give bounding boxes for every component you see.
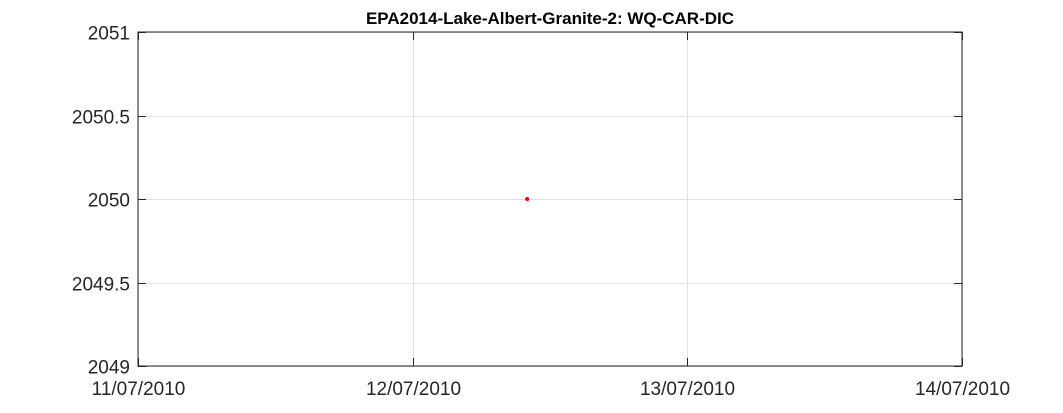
- grid: [138, 32, 963, 367]
- y-tick-label: 2049.5: [72, 275, 130, 296]
- data-point: [525, 197, 530, 201]
- chart-title: EPA2014-Lake-Albert-Granite-2: WQ-CAR-DI…: [366, 9, 734, 28]
- data-points: [525, 197, 530, 201]
- plot-area-frame: [137, 31, 963, 367]
- ticks: 11/07/2010 12/07/2010 13/07/2010 14/07/2010…: [72, 24, 1010, 401]
- y-tick-label: 2050.5: [72, 108, 130, 129]
- y-tick-label: 2050: [88, 191, 130, 212]
- x-tick-label: 13/07/2010: [640, 379, 735, 400]
- y-tick-label: 2051: [88, 24, 130, 45]
- x-tick-label: 12/07/2010: [366, 379, 461, 400]
- y-tick-label: 2049: [88, 358, 130, 379]
- x-tick-label: 11/07/2010: [92, 379, 186, 400]
- x-tick-label: 14/07/2010: [915, 379, 1010, 400]
